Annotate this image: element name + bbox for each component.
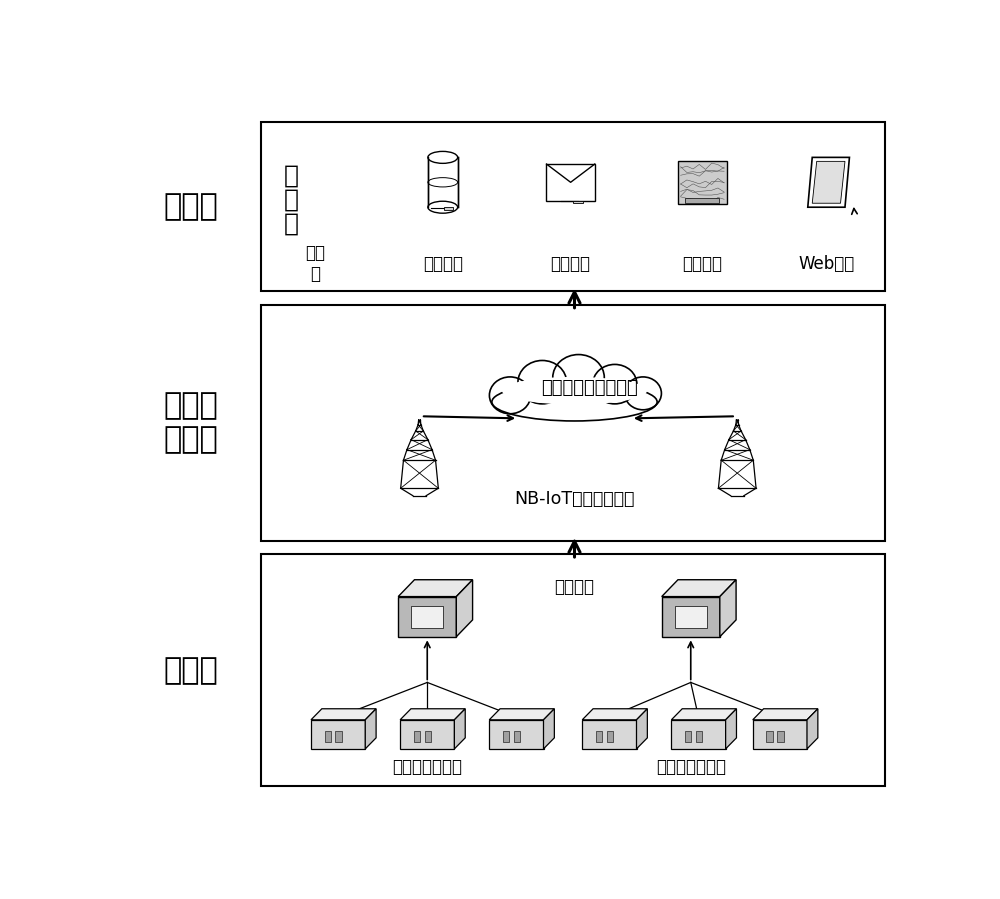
Bar <box>685 731 691 742</box>
Polygon shape <box>311 720 365 749</box>
Polygon shape <box>544 708 554 749</box>
Text: 监测终端: 监测终端 <box>554 578 594 596</box>
Text: 激光粉尘传感器: 激光粉尘传感器 <box>656 758 726 776</box>
Text: 传输与
处理层: 传输与 处理层 <box>164 392 218 454</box>
Polygon shape <box>753 708 818 720</box>
Polygon shape <box>489 708 554 720</box>
Bar <box>425 731 431 742</box>
Bar <box>335 731 342 742</box>
Polygon shape <box>726 708 736 749</box>
Bar <box>596 731 602 742</box>
Polygon shape <box>489 720 544 749</box>
Polygon shape <box>808 157 849 207</box>
Bar <box>514 731 520 742</box>
Bar <box>414 731 420 742</box>
Polygon shape <box>812 161 845 203</box>
Polygon shape <box>454 708 465 749</box>
Polygon shape <box>720 580 736 636</box>
Polygon shape <box>671 720 726 749</box>
Bar <box>261 305 885 540</box>
Text: NB-IoT无线通信基站: NB-IoT无线通信基站 <box>514 490 635 508</box>
Polygon shape <box>311 708 376 720</box>
Text: 污染气体传感器: 污染气体传感器 <box>392 758 462 776</box>
Bar <box>685 198 719 203</box>
Text: 应用层: 应用层 <box>164 192 218 221</box>
Ellipse shape <box>502 377 647 405</box>
Text: 实时状态: 实时状态 <box>423 254 463 272</box>
Circle shape <box>553 354 604 401</box>
Text: 上位
机: 上位 机 <box>305 245 325 283</box>
Bar <box>678 161 727 204</box>
Polygon shape <box>398 580 473 597</box>
Polygon shape <box>662 580 736 597</box>
Polygon shape <box>398 597 456 636</box>
Bar <box>503 731 509 742</box>
Polygon shape <box>675 606 707 628</box>
Polygon shape <box>428 157 458 207</box>
Polygon shape <box>400 720 454 749</box>
Ellipse shape <box>492 383 657 421</box>
Bar <box>444 207 453 209</box>
Polygon shape <box>807 708 818 749</box>
Polygon shape <box>671 708 736 720</box>
Circle shape <box>518 360 567 404</box>
Ellipse shape <box>428 201 458 213</box>
Text: 上
位
机: 上 位 机 <box>284 164 299 236</box>
Polygon shape <box>411 606 443 628</box>
Bar <box>777 731 784 742</box>
Polygon shape <box>582 708 647 720</box>
Text: 云和边缘计算服务器: 云和边缘计算服务器 <box>542 379 638 397</box>
Bar <box>261 555 885 787</box>
Bar <box>573 200 583 203</box>
Text: 感知层: 感知层 <box>164 655 218 685</box>
Polygon shape <box>753 720 807 749</box>
Text: 预警模块: 预警模块 <box>551 254 591 272</box>
Text: 地图展示: 地图展示 <box>682 254 722 272</box>
Polygon shape <box>456 580 473 636</box>
Polygon shape <box>365 708 376 749</box>
Bar <box>696 731 702 742</box>
Polygon shape <box>400 708 465 720</box>
Text: Web展示: Web展示 <box>798 254 854 272</box>
Circle shape <box>489 377 531 414</box>
Bar <box>261 121 885 291</box>
Bar <box>325 731 331 742</box>
Circle shape <box>593 364 637 404</box>
Bar <box>546 164 595 200</box>
Polygon shape <box>637 708 647 749</box>
Circle shape <box>625 377 661 410</box>
Bar <box>766 731 773 742</box>
Ellipse shape <box>428 151 458 164</box>
Bar <box>607 731 613 742</box>
Polygon shape <box>582 720 637 749</box>
Polygon shape <box>662 597 720 636</box>
